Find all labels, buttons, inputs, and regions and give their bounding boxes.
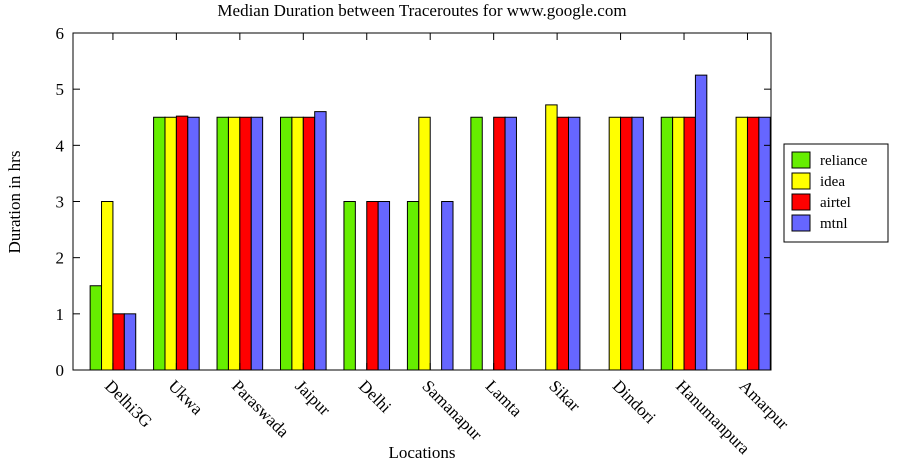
x-axis-label: Locations	[388, 443, 455, 462]
bar-airtel-hanumanpura	[683, 116, 696, 371]
bar-reliance-samanapur	[406, 201, 420, 371]
y-tick-label: 0	[56, 361, 65, 380]
bar-mtnl-dindori	[631, 116, 644, 371]
bar-airtel-lamta	[493, 116, 506, 371]
legend-swatch-airtel	[791, 193, 811, 211]
bar-reliance-lamta	[470, 116, 483, 371]
bar-idea-delhi3g	[101, 201, 114, 371]
bar-idea-samanapur	[418, 116, 431, 371]
bar-mtnl-sikar	[568, 116, 581, 371]
bar-idea-paraswada	[227, 116, 241, 371]
x-tick-label-sikar: Sikar	[545, 376, 584, 415]
bar-idea-hanumanpura	[672, 116, 685, 371]
legend-swatch-reliance	[791, 151, 811, 169]
x-tick-label-lamta: Lamta	[482, 376, 526, 420]
y-tick-label: 3	[56, 193, 65, 212]
bar-reliance-delhi	[343, 201, 356, 371]
chart-title: Median Duration between Traceroutes for …	[217, 1, 626, 20]
bar-idea-dindori	[608, 116, 622, 371]
legend: reliance idea airtel mtnl	[783, 143, 889, 243]
bar-reliance-delhi3g	[89, 285, 103, 371]
x-tick-label-delhi3g: Delhi3G	[101, 376, 156, 431]
legend-label-idea: idea	[820, 174, 845, 190]
y-tick-label: 1	[56, 305, 65, 324]
bar-idea-jaipur	[291, 116, 304, 371]
x-tick-label-paraswada: Paraswada	[228, 376, 293, 441]
bar-mtnl-lamta	[504, 116, 517, 371]
bar-airtel-delhi	[366, 201, 379, 371]
bar-mtnl-delhi3g	[123, 313, 137, 371]
bar-mtnl-paraswada	[250, 116, 264, 371]
legend-label-airtel: airtel	[820, 195, 851, 211]
bar-reliance-ukwa	[153, 116, 166, 371]
bar-airtel-jaipur	[302, 116, 316, 371]
bar-mtnl-jaipur	[314, 111, 327, 371]
bar-idea-amarpur	[735, 116, 748, 371]
bar-mtnl-delhi	[377, 201, 391, 371]
x-tick-label-dindori: Dindori	[609, 376, 660, 427]
x-tick-label-amarpur: Amarpur	[736, 376, 793, 433]
y-tick-label: 4	[56, 136, 65, 155]
y-tick-label: 5	[56, 80, 65, 99]
bar-mtnl-ukwa	[187, 116, 200, 371]
bar-airtel-ukwa	[175, 115, 189, 371]
y-tick-label: 6	[56, 24, 65, 43]
bar-reliance-paraswada	[216, 116, 229, 371]
y-tick-label: 2	[56, 249, 65, 268]
legend-label-reliance: reliance	[820, 153, 868, 169]
bar-airtel-amarpur	[746, 116, 760, 371]
bar-airtel-dindori	[620, 116, 633, 371]
bar-reliance-jaipur	[280, 116, 293, 371]
legend-label-mtnl: mtnl	[820, 216, 848, 232]
x-tick-label-ukwa: Ukwa	[165, 376, 207, 418]
x-tick-label-jaipur: Jaipur	[291, 376, 334, 419]
bar-airtel-delhi3g	[112, 313, 125, 371]
bar-idea-sikar	[545, 104, 558, 371]
legend-swatch-idea	[791, 172, 811, 190]
bar-mtnl-hanumanpura	[694, 74, 708, 371]
y-axis-label: Duration in hrs	[5, 151, 24, 254]
bar-airtel-sikar	[556, 116, 570, 371]
bar-mtnl-amarpur	[758, 116, 771, 371]
legend-swatch-mtnl	[791, 214, 811, 232]
bars-group	[89, 74, 771, 371]
bar-idea-ukwa	[164, 116, 177, 371]
y-axis-ticks: 0 1 2 3 4 5 6	[56, 24, 771, 380]
bar-mtnl-samanapur	[441, 201, 454, 371]
x-tick-label-samanapur: Samanapur	[418, 376, 486, 444]
bar-reliance-hanumanpura	[660, 116, 674, 371]
bar-airtel-paraswada	[239, 116, 252, 371]
x-tick-label-delhi: Delhi	[355, 376, 395, 416]
